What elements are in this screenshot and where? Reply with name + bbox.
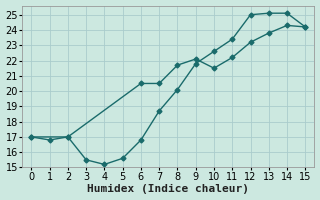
- X-axis label: Humidex (Indice chaleur): Humidex (Indice chaleur): [87, 184, 249, 194]
